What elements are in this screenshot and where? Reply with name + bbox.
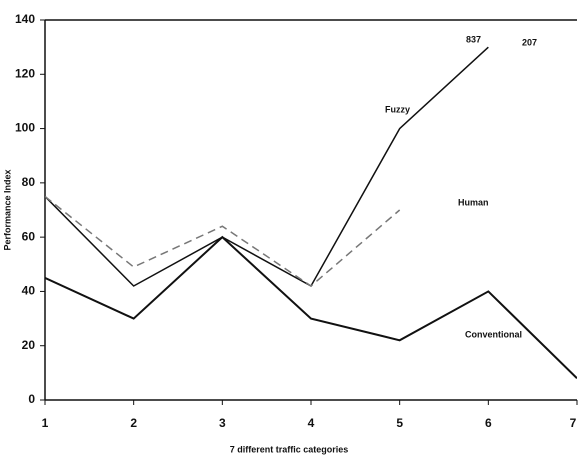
- annotation: 207: [522, 37, 537, 47]
- chart: 7 different traffic categories Performan…: [0, 0, 578, 458]
- series-label: Human: [458, 197, 489, 207]
- y-tick-label: 0: [28, 392, 35, 406]
- series-line: [45, 196, 400, 286]
- y-tick-label: 140: [15, 12, 35, 26]
- y-tick-label: 40: [22, 284, 36, 298]
- series-label: Conventional: [465, 329, 522, 339]
- y-tick-label: 120: [15, 66, 35, 80]
- y-axis-title: Performance Index: [2, 169, 12, 250]
- y-tick-label: 80: [22, 175, 36, 189]
- series-label: Fuzzy: [385, 104, 410, 114]
- x-tick-label: 4: [308, 416, 315, 430]
- x-tick-label: 5: [396, 416, 403, 430]
- annotation: 837: [466, 34, 481, 44]
- x-tick-label: 1: [42, 416, 49, 430]
- x-tick-label: 7: [570, 416, 577, 430]
- x-tick-label: 2: [130, 416, 137, 430]
- y-tick-label: 60: [22, 229, 36, 243]
- x-tick-label: 6: [485, 416, 492, 430]
- y-tick-label: 20: [22, 338, 36, 352]
- x-axis-title: 7 different traffic categories: [230, 444, 349, 454]
- series-line: [45, 237, 577, 378]
- y-tick-label: 100: [15, 121, 35, 135]
- x-tick-label: 3: [219, 416, 226, 430]
